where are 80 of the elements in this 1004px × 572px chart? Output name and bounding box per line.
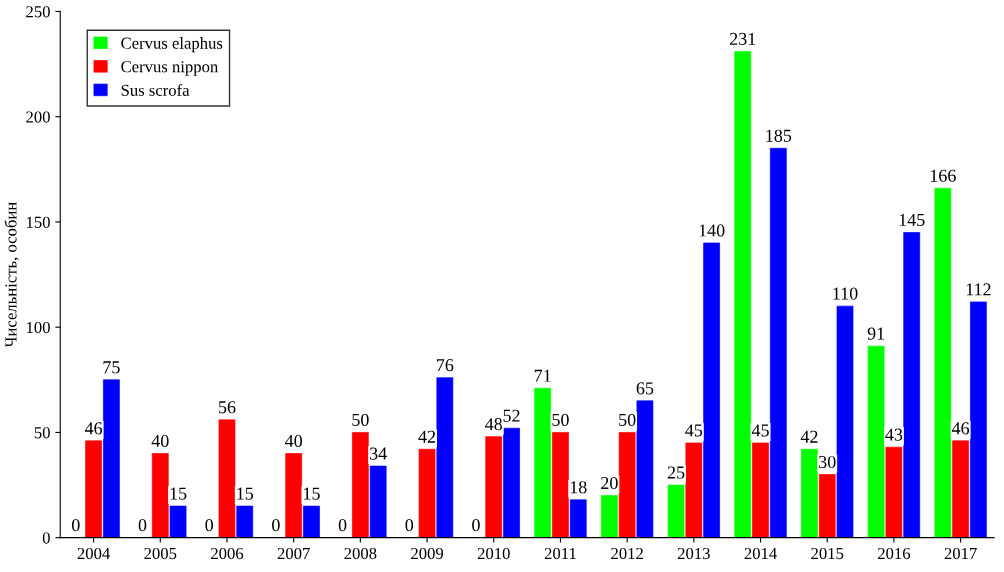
data-label: 50 <box>552 413 569 426</box>
data-label: 42 <box>418 430 436 443</box>
data-label: 30 <box>819 455 836 469</box>
bar <box>485 436 503 538</box>
data-label: 34 <box>369 447 387 460</box>
data-label: 76 <box>437 359 454 372</box>
bar <box>85 440 102 538</box>
x-tick-label: 2011 <box>544 547 576 560</box>
x-tick-label: 2004 <box>77 547 110 560</box>
y-tick-label: 0 <box>42 532 50 544</box>
bar <box>303 505 320 538</box>
y-tick-label: 50 <box>34 427 50 439</box>
data-label: 40 <box>284 434 303 448</box>
bar <box>552 432 569 538</box>
data-label: 65 <box>636 382 654 395</box>
y-tick-label: 250 <box>26 6 50 18</box>
y-tick-label: 150 <box>26 216 50 228</box>
bar <box>236 505 254 538</box>
bar <box>569 499 587 538</box>
data-label: 0 <box>472 519 480 532</box>
data-label: 75 <box>103 361 120 374</box>
data-label: 112 <box>966 283 991 296</box>
bar <box>667 484 685 538</box>
bar <box>601 495 618 538</box>
data-label: 91 <box>867 327 885 340</box>
data-label: 40 <box>151 434 169 448</box>
data-label: 20 <box>601 476 618 490</box>
bar <box>503 427 520 538</box>
data-label: 0 <box>205 519 214 532</box>
y-axis-title: Чисельність, особин <box>4 202 19 348</box>
x-tick-label: 2006 <box>211 547 244 560</box>
x-tick-label: 2008 <box>344 547 377 560</box>
data-label: 0 <box>272 519 280 532</box>
bar <box>169 505 187 538</box>
x-tick-label: 2005 <box>144 547 177 560</box>
legend-label: Cervus nippon <box>121 61 219 76</box>
data-label: 166 <box>930 169 956 182</box>
data-label: 45 <box>685 424 703 437</box>
data-label: 0 <box>405 519 414 532</box>
x-tick-label: 2016 <box>877 547 911 560</box>
data-label: 0 <box>138 519 147 532</box>
data-label: 71 <box>534 369 551 382</box>
data-label: 50 <box>619 413 636 426</box>
legend-label: Sus scrofa <box>121 84 190 96</box>
x-tick-label: 2015 <box>811 547 844 560</box>
data-label: 0 <box>338 519 347 532</box>
data-label: 15 <box>237 487 254 500</box>
data-label: 50 <box>352 413 369 426</box>
data-label: 145 <box>899 213 925 227</box>
x-tick-label: 2009 <box>411 547 444 560</box>
data-label: 52 <box>503 409 520 422</box>
x-tick-label: 2010 <box>477 547 510 560</box>
x-tick-label: 2013 <box>677 547 710 560</box>
data-label: 18 <box>570 481 587 494</box>
y-tick-label: 200 <box>26 111 50 123</box>
data-label: 15 <box>170 487 187 500</box>
data-label: 0 <box>71 519 80 532</box>
x-tick-label: 2012 <box>611 547 643 560</box>
x-tick-label: 2017 <box>944 547 977 560</box>
data-label: 46 <box>84 422 103 435</box>
bar <box>685 442 703 538</box>
data-label: 56 <box>219 401 236 414</box>
data-label: 15 <box>304 487 320 500</box>
data-label: 25 <box>667 466 685 479</box>
data-label: 110 <box>833 287 858 300</box>
data-label: 231 <box>730 32 756 45</box>
bar <box>418 448 436 538</box>
legend-label: Cervus elaphus <box>121 37 223 53</box>
data-label: 140 <box>699 224 725 237</box>
bar <box>618 432 636 538</box>
data-label: 43 <box>885 428 903 441</box>
data-label: 185 <box>766 129 792 142</box>
y-tick-label: 100 <box>26 321 50 334</box>
data-label: 46 <box>951 422 970 435</box>
x-tick-label: 2007 <box>277 547 310 560</box>
data-label: 42 <box>800 430 818 443</box>
x-tick-label: 2014 <box>744 547 777 560</box>
data-label: 45 <box>751 424 769 437</box>
bar <box>369 465 387 538</box>
data-label: 48 <box>485 418 503 431</box>
